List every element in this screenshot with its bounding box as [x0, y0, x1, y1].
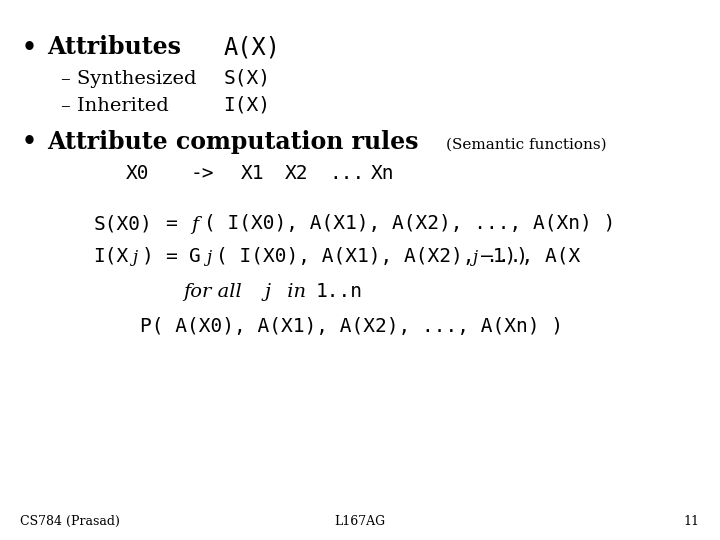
Text: X1: X1: [241, 164, 265, 183]
Text: X0: X0: [126, 164, 150, 183]
Text: A(X): A(X): [223, 35, 280, 59]
Text: L167AG: L167AG: [334, 515, 386, 528]
Text: S(X0): S(X0): [94, 214, 153, 233]
Text: f: f: [191, 215, 198, 233]
Text: ( I(X0), A(X1), A(X2), ..., A(X: ( I(X0), A(X1), A(X2), ..., A(X: [216, 247, 580, 266]
Text: 11: 11: [684, 515, 700, 528]
Text: I(X: I(X: [94, 247, 129, 266]
Text: Attribute computation rules: Attribute computation rules: [47, 130, 418, 153]
Text: j: j: [132, 249, 137, 266]
Text: ( I(X0), A(X1), A(X2), ..., A(Xn) ): ( I(X0), A(X1), A(X2), ..., A(Xn) ): [204, 214, 615, 233]
Text: j: j: [472, 249, 477, 266]
Text: for all: for all: [184, 283, 248, 301]
Text: X2: X2: [284, 164, 308, 183]
Text: 1..n: 1..n: [315, 282, 362, 301]
Text: ): ): [142, 247, 153, 266]
Text: I(X): I(X): [223, 96, 270, 114]
Text: – Synthesized: – Synthesized: [61, 70, 197, 87]
Text: ...: ...: [330, 164, 365, 183]
Text: =: =: [166, 247, 177, 266]
Text: P( A(X0), A(X1), A(X2), ..., A(Xn) ): P( A(X0), A(X1), A(X2), ..., A(Xn) ): [140, 317, 563, 336]
Text: Attributes: Attributes: [47, 35, 181, 59]
Text: –1)): –1)): [481, 247, 528, 266]
Text: •: •: [22, 35, 37, 59]
Text: S(X): S(X): [223, 69, 270, 87]
Text: (Semantic functions): (Semantic functions): [446, 138, 607, 152]
Text: G: G: [189, 247, 200, 266]
Text: =: =: [166, 214, 177, 233]
Text: – Inherited: – Inherited: [61, 97, 169, 114]
Text: CS784 (Prasad): CS784 (Prasad): [20, 515, 120, 528]
Text: in: in: [281, 283, 312, 301]
Text: j: j: [265, 283, 271, 301]
Text: ->: ->: [191, 164, 215, 183]
Text: •: •: [22, 130, 37, 153]
Text: j: j: [206, 249, 211, 266]
Text: Xn: Xn: [371, 164, 395, 183]
